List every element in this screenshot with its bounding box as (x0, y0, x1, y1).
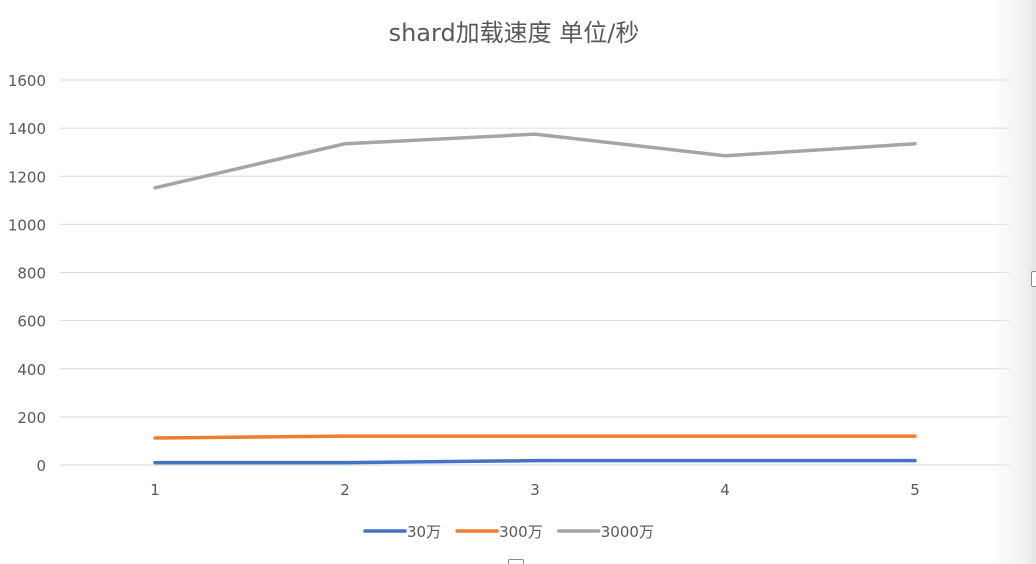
y-tick-label: 0 (36, 457, 46, 475)
resize-handle-bottom[interactable] (508, 559, 524, 564)
resize-handle-right[interactable] (1031, 271, 1036, 287)
series-lines (155, 134, 915, 462)
y-tick-label: 200 (17, 409, 46, 427)
grid-lines (60, 80, 1010, 465)
y-tick-label: 1600 (8, 72, 46, 90)
y-tick-label: 600 (17, 313, 46, 331)
y-axis-tick-labels: 0 200 400 600 800 1000 1200 1400 1600 (8, 72, 46, 475)
y-tick-label: 1400 (8, 120, 46, 138)
x-tick-label: 2 (340, 481, 350, 499)
x-tick-label: 3 (530, 481, 540, 499)
y-tick-label: 800 (17, 265, 46, 283)
legend: 30万 300万 3000万 (365, 523, 654, 541)
x-axis-tick-labels: 1 2 3 4 5 (150, 481, 920, 499)
y-tick-label: 1200 (8, 168, 46, 186)
legend-label-2: 3000万 (601, 523, 654, 541)
x-tick-label: 4 (720, 481, 730, 499)
series-line-1 (155, 436, 915, 438)
y-tick-label: 400 (17, 361, 46, 379)
legend-label-1: 300万 (499, 523, 543, 541)
y-tick-label: 1000 (8, 216, 46, 234)
series-line-2 (155, 134, 915, 188)
chart-title: shard加载速度 单位/秒 (389, 19, 640, 47)
x-tick-label: 5 (910, 481, 920, 499)
series-line-0 (155, 461, 915, 463)
x-tick-label: 1 (150, 481, 160, 499)
legend-label-0: 30万 (407, 523, 441, 541)
